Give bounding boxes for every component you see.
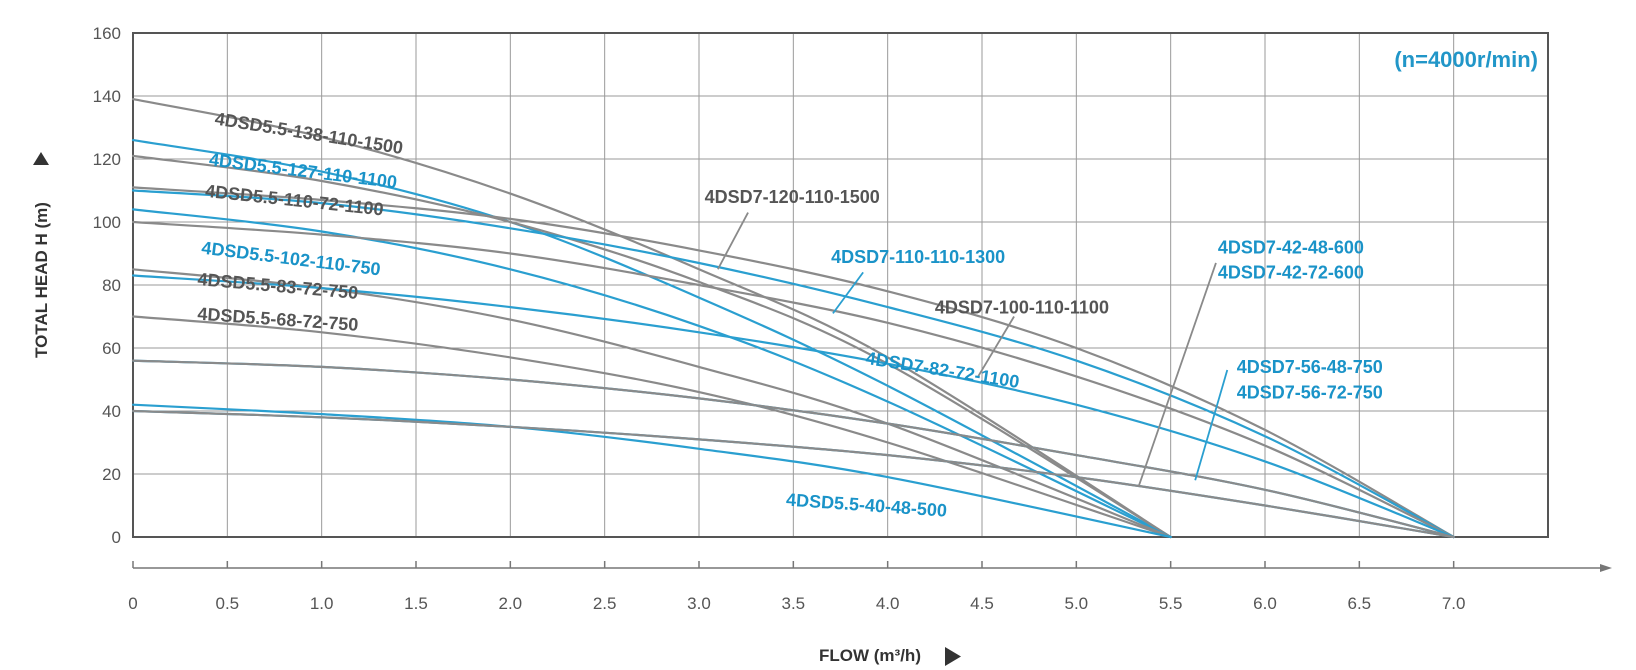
- leader-line: [1194, 369, 1229, 481]
- leader-line: [977, 316, 1015, 377]
- x-tick-label: 3.0: [687, 594, 711, 613]
- leader-line: [1137, 262, 1217, 487]
- curve-4DSD7-82-72-1100: [131, 274, 1455, 539]
- x-tick-label: 1.5: [404, 594, 428, 613]
- x-axis: [132, 561, 1612, 572]
- curve-label: 4DSD5.5-68-72-750: [197, 304, 359, 335]
- y-tick-label: 100: [93, 213, 121, 232]
- curve-4DSD5.5-68-72-750: [131, 315, 1172, 539]
- x-tick-label: 5.5: [1159, 594, 1183, 613]
- curve-label: 4DSD5.5-83-72-750: [197, 269, 359, 303]
- x-tick-label: 2.0: [499, 594, 523, 613]
- x-tick-label: 1.0: [310, 594, 334, 613]
- x-tick-label: 4.0: [876, 594, 900, 613]
- x-tick-label: 7.0: [1442, 594, 1466, 613]
- y-tick-label: 80: [102, 276, 121, 295]
- curve-label: 4DSD7-56-48-750: [1237, 357, 1383, 377]
- curve-4DSD7-42-72-600: [131, 409, 1455, 539]
- curve-4DSD5.5-40-48-500: [131, 403, 1172, 539]
- y-tick-label: 120: [93, 150, 121, 169]
- y-axis-label: TOTAL HEAD H (m): [32, 202, 51, 358]
- x-tick-label: 0.5: [216, 594, 240, 613]
- curve-label: 4DSD7-100-110-1100: [935, 297, 1109, 317]
- curve-4DSD5.5-138-110-1500: [131, 98, 1172, 539]
- grid: [132, 32, 1549, 538]
- curve-4DSD7-100-110-1100: [131, 220, 1455, 539]
- curve-label: 4DSD7-56-72-750: [1237, 382, 1383, 402]
- x-axis-arrow-icon: [945, 647, 961, 666]
- x-tick-label: 0: [128, 594, 137, 613]
- x-tick-label: 3.5: [782, 594, 806, 613]
- x-axis-end-arrow-icon: [1600, 564, 1612, 572]
- curve-label: 4DSD7-110-110-1300: [831, 247, 1005, 267]
- y-tick-label: 40: [102, 402, 121, 421]
- speed-annotation: (n=4000r/min): [1394, 47, 1538, 72]
- curve-label: 4DSD5.5-40-48-500: [786, 490, 948, 521]
- y-tick-label: 60: [102, 339, 121, 358]
- y-tick-label: 160: [93, 24, 121, 43]
- leader-line: [832, 271, 864, 314]
- y-tick-label: 20: [102, 465, 121, 484]
- x-tick-label: 6.0: [1253, 594, 1277, 613]
- curve-label: 4DSD5.5-138-110-1500: [214, 109, 405, 158]
- leader-lines: [717, 212, 1229, 487]
- curve-label: 4DSD7-120-110-1500: [705, 187, 880, 207]
- x-tick-label: 6.5: [1348, 594, 1372, 613]
- curve-labels: 4DSD5.5-138-110-15004DSD5.5-127-110-1100…: [197, 109, 1383, 521]
- x-tick-labels: 0 0.5 1.0 1.5 2.0 2.5 3.0 3.5 4.0 4.5 5.0 5.5 6.0 6.5…: [128, 594, 1465, 613]
- curves: [131, 98, 1455, 539]
- x-tick-label: 4.5: [970, 594, 994, 613]
- curve-label: 4DSD7-42-48-600: [1218, 238, 1364, 258]
- y-tick-label: 0: [112, 528, 121, 547]
- x-axis-label: FLOW (m³/h): [819, 646, 921, 665]
- curve-4DSD5.5-110-72-1100: [131, 154, 1172, 539]
- y-tick-label: 140: [93, 87, 121, 106]
- curve-4DSD5.5-127-110-1100: [131, 139, 1172, 539]
- leader-line: [717, 212, 749, 270]
- x-tick-label: 5.0: [1065, 594, 1089, 613]
- plot-frame: [132, 32, 1549, 538]
- curve-4DSD7-110-110-1300: [131, 189, 1455, 539]
- y-axis-arrow-icon: [33, 152, 49, 165]
- y-axis-title: TOTAL HEAD H (m): [32, 202, 51, 358]
- curve-4DSD7-56-72-750: [131, 359, 1455, 539]
- curve-4DSD7-120-110-1500: [131, 186, 1455, 539]
- x-tick-label: 2.5: [593, 594, 617, 613]
- curve-label: 4DSD7-42-72-600: [1218, 263, 1364, 283]
- y-tick-labels: 0 20 40 60 80 100 120 140 160: [93, 24, 121, 547]
